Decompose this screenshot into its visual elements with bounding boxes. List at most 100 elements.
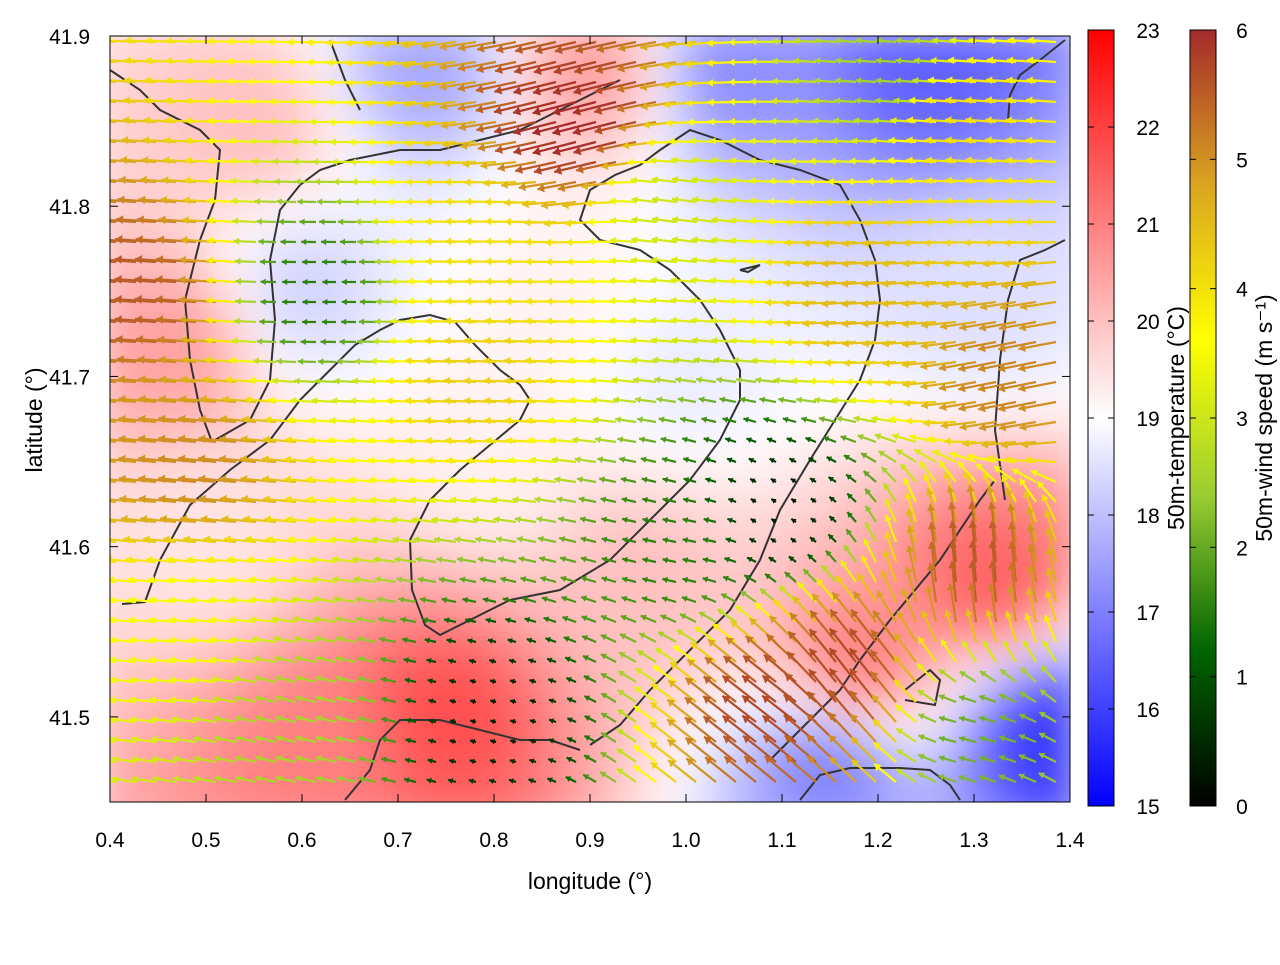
temperature-cell [370, 176, 391, 197]
temperature-cell [670, 536, 691, 557]
temperature-cell [690, 616, 711, 637]
temperature-cell [550, 276, 571, 297]
temperature-cell [490, 456, 511, 477]
temperature-cell [410, 176, 431, 197]
temperature-cell [210, 796, 231, 817]
temperature-cell [610, 816, 631, 837]
temperature-cell [570, 336, 591, 357]
temperature-cell [310, 796, 331, 817]
temperature-cell [90, 796, 111, 817]
temperature-cell [90, 216, 111, 237]
temperature-cell [570, 796, 591, 817]
temperature-cell [910, 216, 931, 237]
temperature-cell [950, 196, 971, 217]
temperature-cell [470, 796, 491, 817]
temperature-cell [90, 56, 111, 77]
temperature-cell [730, 536, 751, 557]
temperature-cell [690, 36, 711, 57]
temperature-cell [530, 336, 551, 357]
temperature-cell [330, 276, 351, 297]
temperature-cell [770, 376, 791, 397]
temperature-cell [650, 536, 671, 557]
temperature-cell [470, 236, 491, 257]
temperature-cell [1030, 796, 1051, 817]
temperature-cell [730, 16, 751, 37]
temperature-cell [1050, 116, 1071, 137]
temperature-cell [570, 276, 591, 297]
temperature-cell [810, 796, 831, 817]
x-tick-label: 1.4 [1055, 829, 1085, 852]
temperature-cell [90, 676, 111, 697]
temperature-cell [130, 816, 151, 837]
temperature-cell [570, 316, 591, 337]
colorbar-tick-label: 6 [1236, 20, 1248, 43]
temperature-cell [750, 96, 771, 117]
temperature-cell [270, 116, 291, 137]
temperature-cell [90, 576, 111, 597]
temperature-cell [790, 96, 811, 117]
temperature-cell [430, 16, 451, 37]
temperature-cell [350, 196, 371, 217]
temperature-cell [370, 796, 391, 817]
temperature-cell [470, 756, 491, 777]
temperature-cell [630, 16, 651, 37]
temperature-cell [890, 236, 911, 257]
temperature-cell [410, 796, 431, 817]
temperature-cell [470, 296, 491, 317]
temperature-colorbar-label: 50m-temperature (°C) [1163, 306, 1189, 530]
temperature-cell [850, 136, 871, 157]
temperature-cell [670, 116, 691, 137]
temperature-cell [250, 816, 271, 837]
temperature-cell [550, 16, 571, 37]
temperature-cell [310, 336, 331, 357]
temperature-cell [90, 376, 111, 397]
x-tick-label: 1.3 [959, 829, 988, 852]
x-tick-label: 0.9 [575, 829, 604, 852]
temperature-cell [570, 296, 591, 317]
temperature-cell [810, 196, 831, 217]
temperature-cell [330, 336, 351, 357]
temperature-cell [770, 336, 791, 357]
temperature-cell [330, 796, 351, 817]
temperature-cell [930, 196, 951, 217]
temperature-cell [590, 16, 611, 37]
temperature-cell [530, 196, 551, 217]
temperature-cell [810, 16, 831, 37]
temperature-cell [230, 196, 251, 217]
temperature-cell [970, 636, 991, 657]
temperature-cell [1050, 136, 1071, 157]
temperature-cell [1050, 776, 1071, 797]
temperature-cell [510, 296, 531, 317]
temperature-cell [90, 256, 111, 277]
temperature-cell [470, 256, 491, 277]
temperature-cell [750, 16, 771, 37]
temperature-cell [290, 276, 311, 297]
temperature-cell [430, 216, 451, 237]
temperature-cell [450, 736, 471, 757]
temperature-cell [750, 296, 771, 317]
x-tick-label: 0.8 [479, 829, 508, 852]
temperature-cell [90, 516, 111, 537]
temperature-cell [410, 676, 431, 697]
temperature-cell [590, 796, 611, 817]
temperature-cell [90, 536, 111, 557]
temperature-cell [930, 16, 951, 37]
temperature-cell [290, 36, 311, 57]
temperature-cell [350, 796, 371, 817]
temperature-cell [350, 36, 371, 57]
temperature-cell [90, 436, 111, 457]
temperature-cell [330, 116, 351, 137]
temperature-cell [810, 136, 831, 157]
colorbar-tick-label: 0 [1236, 796, 1248, 819]
temperature-cell [490, 236, 511, 257]
temperature-cell [630, 536, 651, 557]
temperature-cell [430, 276, 451, 297]
colorbar-tick-label: 23 [1136, 20, 1159, 43]
temperature-cell [250, 36, 271, 57]
temperature-cell [490, 696, 511, 717]
temperature-cell [250, 316, 271, 337]
temperature-cell [730, 76, 751, 97]
temperature-cell [250, 276, 271, 297]
temperature-cell [230, 36, 251, 57]
